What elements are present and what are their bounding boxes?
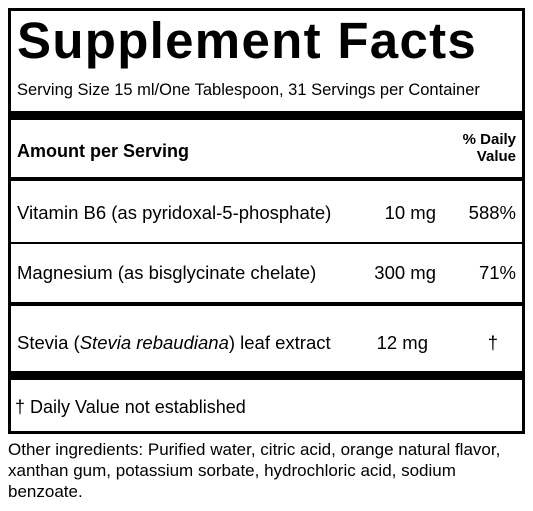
title: Supplement Facts bbox=[17, 12, 478, 69]
nutrient-dv: 588% bbox=[468, 202, 516, 223]
nutrient-dv: † bbox=[487, 332, 498, 353]
name-part-italic: Stevia rebaudiana bbox=[79, 332, 229, 353]
nutrient-name: Stevia (Stevia rebaudiana) leaf extract bbox=[17, 332, 331, 354]
name-part: ) leaf extract bbox=[228, 332, 331, 353]
thick-rule bbox=[11, 371, 522, 380]
thick-rule bbox=[11, 111, 522, 120]
nutrient-name: Magnesium (as bisglycinate chelate) bbox=[17, 262, 317, 283]
amount-header: Amount per Serving bbox=[17, 141, 190, 161]
rule bbox=[11, 302, 522, 306]
nutrient-name: Vitamin B6 (as pyridoxal-5-phosphate) bbox=[17, 202, 332, 223]
other-ingredients: Other ingredients: Purified water, citri… bbox=[8, 440, 501, 501]
facts-panel: Supplement Facts Serving Size 15 ml/One … bbox=[8, 8, 525, 434]
dv-header-line: % Daily bbox=[462, 131, 516, 148]
rule bbox=[11, 177, 522, 181]
thin-rule bbox=[11, 242, 522, 244]
nutrient-dv: 71% bbox=[478, 262, 516, 283]
daily-value-header: % Daily Value bbox=[463, 131, 516, 165]
footnote: † Daily Value not established bbox=[15, 397, 246, 417]
dv-header-line: Value bbox=[476, 148, 516, 165]
serving-size: Serving Size 15 ml/One Tablespoon, 31 Se… bbox=[17, 81, 480, 99]
nutrient-amount: 300 mg bbox=[374, 262, 436, 283]
nutrient-amount: 10 mg bbox=[384, 202, 436, 223]
name-part: Stevia ( bbox=[17, 332, 80, 353]
nutrient-amount: 12 mg bbox=[376, 332, 428, 353]
